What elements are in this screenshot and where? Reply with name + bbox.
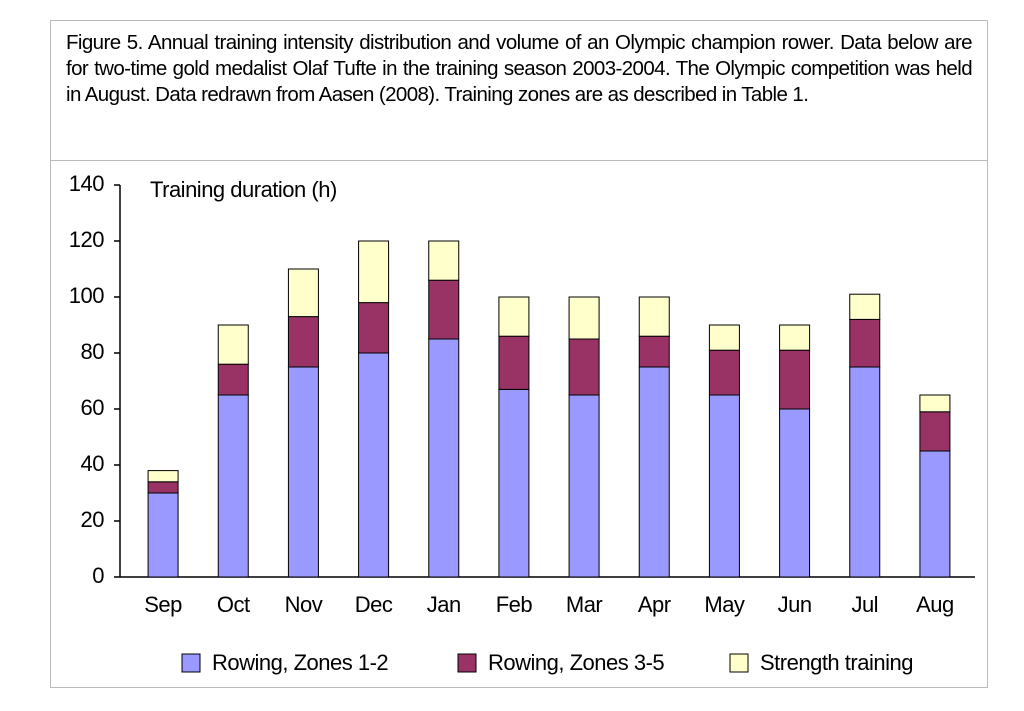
bar — [638, 366, 670, 578]
bar — [358, 240, 390, 304]
divider — [50, 160, 988, 161]
legend-swatch — [457, 653, 477, 673]
bar — [779, 349, 811, 410]
bar — [568, 394, 600, 578]
bar — [287, 366, 319, 578]
x-tick-label: Feb — [496, 592, 533, 617]
bar — [638, 335, 670, 368]
bar — [779, 408, 811, 578]
x-tick-label: Aug — [916, 592, 954, 617]
bar — [428, 240, 460, 281]
bar — [358, 352, 390, 578]
y-tick-label: 40 — [81, 451, 105, 476]
bar — [849, 366, 881, 578]
bar — [498, 296, 530, 337]
bar — [708, 349, 740, 396]
bar — [849, 318, 881, 368]
bar — [568, 296, 600, 340]
bar — [638, 296, 670, 337]
bar — [919, 411, 951, 452]
legend-label: Rowing, Zones 3-5 — [488, 650, 664, 675]
y-tick-label: 20 — [81, 507, 105, 532]
y-tick-label: 120 — [69, 227, 104, 252]
bar — [147, 470, 179, 483]
x-tick-label: Apr — [638, 592, 671, 617]
x-tick-label: Mar — [566, 592, 603, 617]
bar — [568, 338, 600, 396]
legend-swatch — [729, 653, 749, 673]
bar — [147, 481, 179, 494]
x-tick-label: Dec — [355, 592, 393, 617]
bar — [428, 279, 460, 340]
x-tick-label: May — [704, 592, 745, 617]
legend-label: Strength training — [760, 650, 913, 675]
x-tick-label: Jun — [778, 592, 812, 617]
x-tick-label: Jan — [427, 592, 461, 617]
y-tick-label: 80 — [81, 339, 105, 364]
bar — [358, 302, 390, 354]
y-tick-label: 0 — [92, 563, 104, 588]
bar — [217, 324, 249, 365]
bar — [708, 394, 740, 578]
x-tick-label: Sep — [144, 592, 182, 617]
bar — [217, 394, 249, 578]
bar — [287, 316, 319, 368]
y-tick-label: 60 — [81, 395, 105, 420]
bar — [498, 388, 530, 578]
figure-frame — [50, 20, 988, 688]
y-tick-label: 100 — [69, 283, 104, 308]
bar — [147, 492, 179, 578]
legend-swatch — [181, 653, 201, 673]
y-tick-label: 140 — [69, 171, 104, 196]
bar — [779, 324, 811, 351]
caption: Figure 5. Annual training intensity dist… — [66, 31, 973, 106]
bar — [919, 450, 951, 578]
bar — [217, 363, 249, 396]
bar — [708, 324, 740, 351]
y-axis-label: Training duration (h) — [150, 177, 337, 202]
bar — [287, 268, 319, 318]
bar — [919, 394, 951, 413]
legend-label: Rowing, Zones 1-2 — [212, 650, 388, 675]
x-tick-label: Jul — [851, 592, 878, 617]
bar — [849, 293, 881, 320]
x-tick-label: Oct — [217, 592, 250, 617]
bar — [498, 335, 530, 390]
bar — [428, 338, 460, 578]
x-tick-label: Nov — [285, 592, 323, 617]
